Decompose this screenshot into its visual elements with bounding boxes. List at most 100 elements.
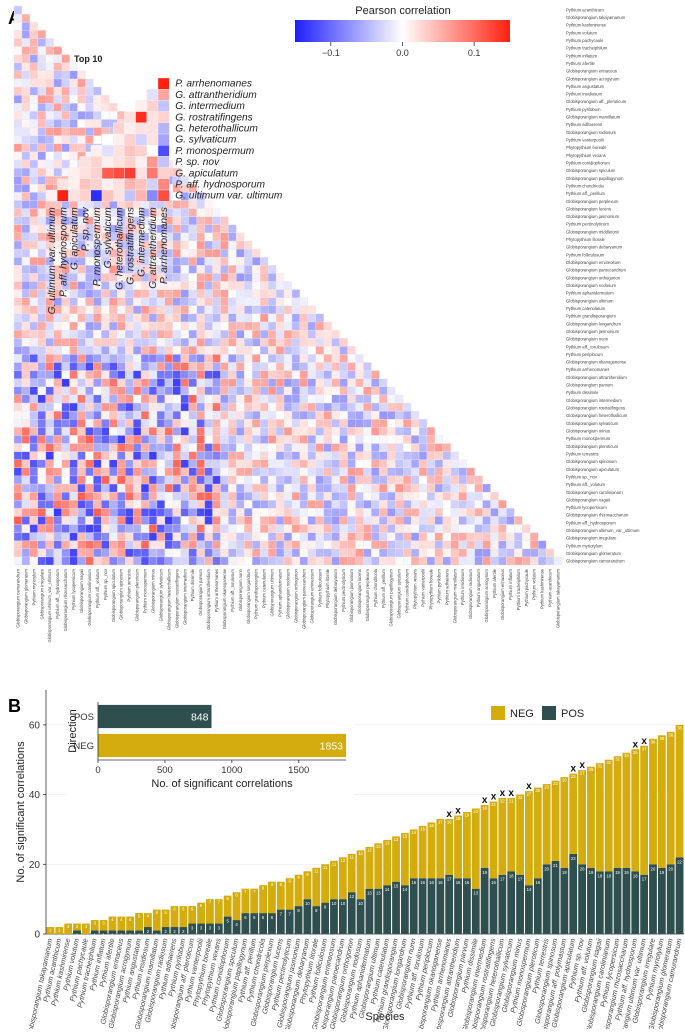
matrix-cell (132, 386, 142, 396)
bar-pos (480, 867, 489, 934)
matrix-cell (267, 508, 277, 517)
bar-label-pos: 7 (280, 912, 283, 917)
top10-col-label: P. sp. nov (81, 206, 92, 251)
matrix-cell (172, 402, 181, 412)
matrix-cell (283, 483, 293, 493)
matrix-cell (45, 103, 54, 112)
bar-label-pos: 20 (651, 866, 656, 871)
matrix-cell (13, 370, 23, 379)
matrix-cell (21, 38, 31, 47)
matrix-cell (244, 402, 253, 412)
bar-neg (321, 864, 330, 903)
matrix-cell (204, 289, 213, 298)
matrix-cell (506, 532, 515, 541)
matrix-cell (61, 459, 70, 468)
matrix-cell (29, 508, 38, 517)
matrix-cell (220, 467, 229, 477)
matrix-cell (252, 338, 261, 347)
bar-neg (126, 916, 135, 931)
matrix-cell (204, 321, 213, 331)
matrix-cell (77, 119, 86, 128)
bar-neg (445, 818, 454, 875)
matrix-bottom-label: Globisporangium acrogynum (484, 569, 489, 623)
matrix-cell (101, 467, 110, 477)
matrix-cell (418, 435, 428, 444)
matrix-cell (156, 516, 166, 525)
matrix-cell (434, 532, 444, 541)
matrix-cell (347, 508, 356, 517)
matrix-cell (117, 443, 126, 452)
bar-label-neg: 13 (394, 837, 399, 842)
matrix-cell (156, 556, 166, 566)
matrix-cell (331, 419, 340, 428)
matrix-cell (291, 491, 301, 501)
bar-label-neg: 13 (376, 844, 381, 849)
matrix-cell (85, 491, 94, 501)
matrix-cell (236, 500, 245, 509)
top10-cell (112, 144, 125, 157)
bar-label-neg: 2 (49, 928, 52, 933)
matrix-cell (85, 313, 94, 323)
matrix-cell (45, 556, 54, 566)
matrix-cell (53, 394, 62, 404)
matrix-cell (379, 500, 388, 509)
bar-label-pos: 1 (156, 933, 159, 938)
matrix-cell (172, 167, 181, 177)
matrix-cell (212, 475, 221, 485)
matrix-cell (93, 419, 102, 428)
matrix-cell (37, 362, 46, 371)
matrix-cell (101, 111, 110, 120)
matrix-cell (291, 378, 301, 387)
matrix-cell (244, 354, 253, 363)
matrix-cell (283, 402, 293, 412)
matrix-cell (212, 313, 221, 323)
matrix-cell (212, 500, 221, 509)
matrix-cell (180, 208, 189, 217)
matrix-cell (418, 508, 428, 517)
matrix-cell (93, 500, 102, 509)
matrix-cell (69, 524, 78, 533)
matrix-cell (514, 540, 523, 549)
bar-pos (241, 913, 250, 934)
matrix-cell (61, 370, 70, 379)
matrix-cell (379, 467, 388, 477)
matrix-cell (29, 248, 38, 258)
matrix-cell (283, 394, 293, 404)
matrix-cell (164, 443, 173, 452)
matrix-cell (172, 265, 181, 274)
matrix-cell (434, 475, 444, 485)
matrix-cell (283, 516, 293, 525)
matrix-cell (260, 508, 269, 517)
matrix-cell (228, 443, 237, 452)
matrix-cell (267, 305, 277, 315)
matrix-cell (204, 524, 213, 533)
matrix-cell (37, 175, 46, 185)
matrix-cell (196, 354, 205, 363)
matrix-cell (395, 451, 404, 460)
matrix-cell (29, 394, 38, 404)
matrix-cell (164, 508, 173, 517)
matrix-cell (236, 256, 245, 266)
panel-label-b: B (8, 696, 21, 716)
top10-cell (146, 144, 159, 157)
bar-neg (330, 860, 338, 900)
matrix-cell (37, 394, 46, 404)
matrix-cell (410, 483, 420, 493)
matrix-cell (283, 451, 293, 460)
bar-label-neg: 2 (58, 928, 61, 933)
matrix-cell (220, 321, 229, 331)
matrix-cell (77, 143, 86, 152)
matrix-cell (13, 216, 23, 225)
matrix-cell (283, 556, 293, 566)
matrix-cell (21, 483, 31, 493)
matrix-right-label: Pythium lycopersicum (566, 505, 607, 510)
top10-cell (124, 178, 136, 191)
matrix-cell (323, 540, 332, 549)
matrix-cell (148, 402, 158, 412)
matrix-cell (442, 540, 451, 549)
matrix-cell (53, 443, 62, 452)
bar-label-neg: 7 (244, 889, 247, 894)
bar-label-neg: 17 (438, 819, 443, 824)
matrix-cell (21, 516, 31, 525)
matrix-cell (164, 313, 173, 323)
